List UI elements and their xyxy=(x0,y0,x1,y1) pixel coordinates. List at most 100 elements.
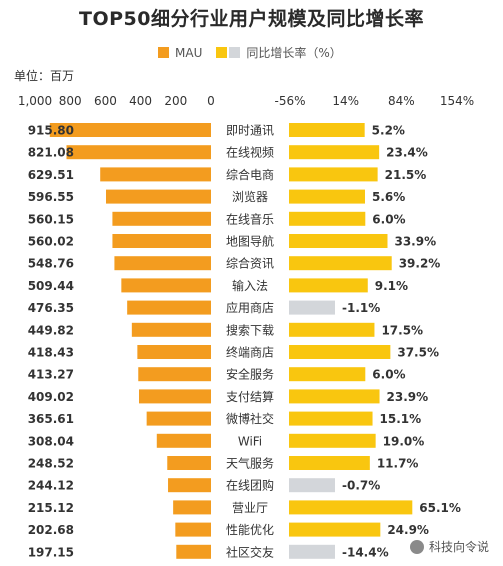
bar-mau xyxy=(127,300,211,315)
bar-mau xyxy=(173,500,211,515)
bar-mau xyxy=(138,367,211,382)
data-label-mau: 821.08 xyxy=(28,146,74,160)
bar-mau xyxy=(176,544,211,559)
category-label: 综合电商 xyxy=(226,167,274,182)
bar-growth xyxy=(289,189,365,204)
data-label-mau: 476.35 xyxy=(28,301,74,315)
category-label: 营业厅 xyxy=(232,501,268,515)
x-tick-left: 0 xyxy=(207,94,215,108)
legend-swatch-growth-negative xyxy=(229,47,241,58)
data-label-growth: -0.7% xyxy=(342,479,380,493)
unit-label: 单位：百万 xyxy=(14,69,75,83)
data-label-growth: 17.5% xyxy=(381,323,423,337)
data-label-mau: 629.51 xyxy=(28,168,74,182)
category-label: 在线视频 xyxy=(226,145,274,160)
bar-mau xyxy=(146,411,211,426)
x-tick-left: 600 xyxy=(94,94,117,108)
bar-mau xyxy=(131,322,211,337)
data-label-growth: 5.6% xyxy=(372,190,405,204)
data-label-mau: 915.80 xyxy=(28,124,74,138)
category-label: 即时通讯 xyxy=(226,124,274,138)
bar-mau xyxy=(156,433,211,448)
bar-mau xyxy=(114,256,211,271)
bar-mau xyxy=(121,278,211,293)
bar-growth xyxy=(289,522,381,537)
data-label-mau: 560.15 xyxy=(28,212,74,226)
bar-growth xyxy=(289,367,366,382)
data-label-growth: 6.0% xyxy=(372,368,405,382)
wechat-icon xyxy=(409,539,424,554)
category-label: 浏览器 xyxy=(232,189,268,204)
legend-item-growth: 同比增长率（%） xyxy=(216,44,342,61)
bar-mau xyxy=(168,478,211,493)
bar-growth xyxy=(289,123,365,137)
category-label: 终端商店 xyxy=(226,345,274,360)
data-label-growth: 37.5% xyxy=(397,346,439,360)
bar-growth xyxy=(289,256,392,271)
data-label-mau: 308.04 xyxy=(28,434,74,448)
category-label: 在线团购 xyxy=(226,478,274,493)
data-label-growth: 9.1% xyxy=(375,279,408,293)
bar-growth xyxy=(289,211,366,226)
data-label-growth: 39.2% xyxy=(399,257,441,271)
data-label-mau: 596.55 xyxy=(28,190,74,204)
data-label-growth: 6.0% xyxy=(372,212,405,226)
legend-label-mau: MAU xyxy=(175,45,203,60)
data-label-growth: 21.5% xyxy=(385,168,427,182)
legend-swatch-mau xyxy=(158,47,169,58)
data-label-growth: 23.4% xyxy=(386,146,428,160)
bar-growth xyxy=(289,322,375,337)
bar-mau xyxy=(106,189,211,204)
data-label-mau: 418.43 xyxy=(28,346,74,360)
data-label-growth: 65.1% xyxy=(419,501,461,515)
data-label-growth: 15.1% xyxy=(380,412,422,426)
category-label: 输入法 xyxy=(232,278,268,293)
bar-growth xyxy=(289,300,335,315)
bar-growth xyxy=(289,544,335,559)
x-tick-left: 200 xyxy=(164,94,187,108)
watermark-text: 科技向令说 xyxy=(428,540,489,554)
bar-mau xyxy=(66,145,211,160)
x-tick-right: 154% xyxy=(440,94,474,108)
data-label-growth: -14.4% xyxy=(342,545,389,559)
legend: MAU 同比增长率（%） xyxy=(158,44,356,61)
data-label-mau: 197.15 xyxy=(28,545,74,559)
legend-item-mau: MAU xyxy=(158,46,202,60)
category-label: 微博社交 xyxy=(226,411,274,426)
bar-mau xyxy=(139,389,211,404)
data-label-mau: 509.44 xyxy=(28,279,74,293)
category-label: 天气服务 xyxy=(226,456,274,471)
category-label: 地图导航 xyxy=(226,234,274,249)
category-label: 支付结算 xyxy=(226,389,274,404)
data-label-mau: 215.12 xyxy=(28,501,74,515)
legend-swatch-growth-positive xyxy=(216,47,228,58)
data-label-mau: 244.12 xyxy=(28,479,74,493)
bar-growth xyxy=(289,278,368,293)
legend-label-growth: 同比增长率（%） xyxy=(246,46,342,60)
bar-growth xyxy=(289,145,380,160)
bar-mau xyxy=(100,167,211,182)
bar-mau xyxy=(167,456,211,470)
bar-mau xyxy=(112,234,211,248)
data-label-mau: 365.61 xyxy=(28,412,74,426)
bar-mau xyxy=(112,211,211,226)
data-label-mau: 560.02 xyxy=(28,235,74,249)
bar-growth xyxy=(289,500,413,515)
data-label-mau: 248.52 xyxy=(28,457,74,471)
bar-mau xyxy=(49,123,211,137)
category-label: 搜索下载 xyxy=(226,322,274,337)
data-label-growth: -1.1% xyxy=(342,301,380,315)
data-label-growth: 5.2% xyxy=(372,124,405,138)
data-label-mau: 409.02 xyxy=(28,390,74,404)
x-tick-right: 84% xyxy=(388,94,415,108)
category-label: 安全服务 xyxy=(226,367,274,382)
bar-growth xyxy=(289,234,388,248)
data-label-mau: 548.76 xyxy=(28,257,74,271)
category-label: 综合资讯 xyxy=(226,256,274,271)
category-label: 性能优化 xyxy=(226,523,274,537)
data-label-mau: 202.68 xyxy=(28,523,74,537)
bar-growth xyxy=(289,389,380,404)
data-label-mau: 413.27 xyxy=(28,368,74,382)
data-label-growth: 23.9% xyxy=(387,390,429,404)
bar-mau xyxy=(175,522,211,537)
